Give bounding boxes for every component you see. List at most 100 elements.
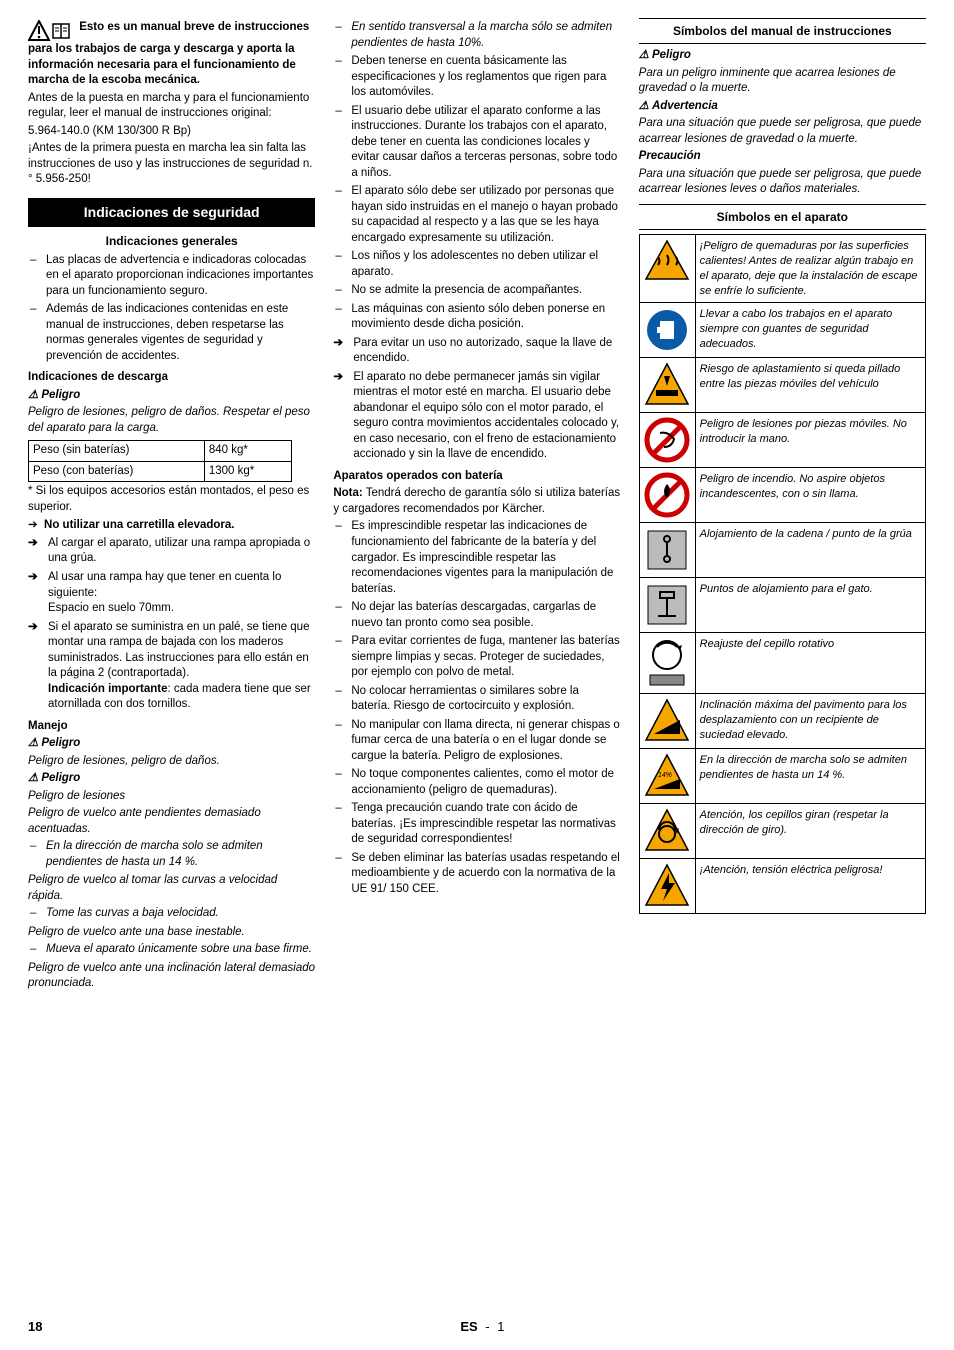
list-item: No se admite la presencia de acompañante… <box>333 283 620 299</box>
manejo-peligro-text: Peligro de lesiones, peligro de daños. <box>28 754 315 770</box>
vuelco-curvas: Peligro de vuelco al tomar las curvas a … <box>28 873 315 904</box>
important-pre: Indicación importante <box>48 683 168 695</box>
device-symbols-heading: Símbolos en el aparato <box>639 204 926 230</box>
table-cell: Peligro de incendio. No aspire objetos i… <box>695 468 925 523</box>
pallet-text: Si el aparato se suministra en un palé, … <box>48 621 309 680</box>
column-1: Esto es un manual breve de instrucciones… <box>28 18 315 994</box>
list-item: Para evitar un uso no autorizado, saque … <box>333 336 620 367</box>
peligro2-txt2: Peligro de vuelco ante pendientes demasi… <box>28 806 315 837</box>
brush-adjust-icon <box>639 633 695 694</box>
list-item: El aparato no debe permanecer jamás sin … <box>333 370 620 463</box>
crane-point-icon <box>639 523 695 578</box>
warning-book-icon <box>28 20 72 42</box>
arrow-list: Al cargar el aparato, utilizar una rampa… <box>28 536 315 713</box>
arrow-bold-line: ➔ No utilizar una carretilla elevadora. <box>28 518 315 534</box>
peligro-label-2: ⚠Peligro <box>28 736 315 752</box>
adv-word: Advertencia <box>652 100 718 112</box>
table-cell: Inclinación máxima del pavimento para lo… <box>695 694 925 749</box>
prec-c3-txt: Para una situación que puede ser peligro… <box>639 167 926 198</box>
table-row: ¡Peligro de quemaduras por las superfici… <box>639 235 925 303</box>
table-cell: ¡Peligro de quemaduras por las superfici… <box>695 235 925 303</box>
intro-block: Esto es un manual breve de instrucciones… <box>28 20 315 188</box>
table-note: * Si los equipos accesorios están montad… <box>28 484 315 515</box>
safety-heading: Indicaciones de seguridad <box>28 198 315 227</box>
table-cell: Riesgo de aplastamiento si queda pillado… <box>695 358 925 413</box>
weight-table: Peso (sin baterías) 840 kg* Peso (con ba… <box>28 440 292 482</box>
general-heading: Indicaciones generales <box>28 233 315 249</box>
list-item: Deben tenerse en cuenta básicamente las … <box>333 54 620 101</box>
peligro-label: ⚠Peligro <box>28 388 315 404</box>
page-columns: Esto es un manual breve de instrucciones… <box>28 18 926 994</box>
list-item: Tome las curvas a baja velocidad. <box>28 906 315 922</box>
table-row: Peso (sin baterías) 840 kg* <box>29 441 292 462</box>
list-item: El usuario debe utilizar el aparato conf… <box>333 104 620 182</box>
peligro-word: Peligro <box>41 389 80 401</box>
table-cell: Atención, los cepillos giran (respetar l… <box>695 804 925 859</box>
table-cell: Alojamiento de la cadena / punto de la g… <box>695 523 925 578</box>
list-item: Al cargar el aparato, utilizar una rampa… <box>28 536 315 567</box>
table-row: Puntos de alojamiento para el gato. <box>639 578 925 633</box>
column-2: En sentido transversal a la marcha sólo … <box>333 18 620 994</box>
table-cell: ¡Atención, tensión eléctrica peligrosa! <box>695 859 925 914</box>
manejo-list-1: En la dirección de marcha solo se admite… <box>28 839 315 870</box>
slope-14-icon: 14% <box>639 749 695 804</box>
table-cell: Reajuste del cepillo rotativo <box>695 633 925 694</box>
battery-heading: Aparatos operados con batería <box>333 469 620 485</box>
table-cell: Peso (con baterías) <box>29 461 205 482</box>
adv-c3-txt: Para una situación que puede ser peligro… <box>639 116 926 147</box>
manejo-list-2: Tome las curvas a baja velocidad. <box>28 906 315 922</box>
list-item: Se deben eliminar las baterías usadas re… <box>333 851 620 898</box>
table-row: Riesgo de aplastamiento si queda pillado… <box>639 358 925 413</box>
table-cell: 840 kg* <box>204 441 291 462</box>
table-cell: Peso (sin baterías) <box>29 441 205 462</box>
table-row: Alojamiento de la cadena / punto de la g… <box>639 523 925 578</box>
manejo-list-3: Mueva el aparato únicamente sobre una ba… <box>28 942 315 958</box>
table-row: Atención, los cepillos giran (respetar l… <box>639 804 925 859</box>
page-right-spacer <box>922 1318 926 1336</box>
svg-text:14%: 14% <box>658 772 672 779</box>
brush-rotation-icon <box>639 804 695 859</box>
table-row: Reajuste del cepillo rotativo <box>639 633 925 694</box>
list-item: El aparato sólo debe ser utilizado por p… <box>333 184 620 246</box>
col2-top-list: En sentido transversal a la marcha sólo … <box>333 20 620 333</box>
page-dash: - <box>485 1319 489 1334</box>
manejo-heading: Manejo <box>28 719 315 735</box>
general-list: Las placas de advertencia e indicadoras … <box>28 253 315 365</box>
list-item: Además de las indicaciones contenidas en… <box>28 302 315 364</box>
page-center: ES - 1 <box>460 1318 504 1336</box>
table-cell: 1300 kg* <box>204 461 291 482</box>
vuelco-base: Peligro de vuelco ante una base inestabl… <box>28 925 315 941</box>
symbols-table: ¡Peligro de quemaduras por las superfici… <box>639 234 926 914</box>
fire-icon <box>639 468 695 523</box>
table-row: Llevar a cabo los trabajos en el aparato… <box>639 303 925 358</box>
prec-c3: Precaución <box>639 149 926 165</box>
vuelco-incl: Peligro de vuelco ante una inclinación l… <box>28 961 315 992</box>
intro-p3: ¡Antes de la primera puesta en marcha le… <box>28 141 315 188</box>
intro-p1: Antes de la puesta en marcha y para el f… <box>28 91 315 122</box>
list-item: No manipular con llama directa, ni gener… <box>333 718 620 765</box>
page-sub: 1 <box>497 1319 504 1334</box>
intro-p2: 5.964-140.0 (KM 130/300 R Bp) <box>28 124 315 140</box>
table-row: Peso (con baterías) 1300 kg* <box>29 461 292 482</box>
nota-line: Nota: Tendrá derecho de garantía sólo si… <box>333 486 620 517</box>
table-cell: Puntos de alojamiento para el gato. <box>695 578 925 633</box>
list-item: Al usar una rampa hay que tener en cuent… <box>28 570 315 617</box>
list-item: Es imprescindible respetar las indicacio… <box>333 519 620 597</box>
table-row: Inclinación máxima del pavimento para lo… <box>639 694 925 749</box>
table-cell: Peligro de lesiones por piezas móviles. … <box>695 413 925 468</box>
list-item: No colocar herramientas o similares sobr… <box>333 684 620 715</box>
page-lang: ES <box>460 1319 477 1334</box>
peligro-text: Peligro de lesiones, peligro de daños. R… <box>28 405 315 436</box>
battery-list: Es imprescindible respetar las indicacio… <box>333 519 620 897</box>
page-footer: 18 ES - 1 <box>28 1318 926 1336</box>
peligro-c3-txt: Para un peligro inminente que acarrea le… <box>639 66 926 97</box>
list-item: Las máquinas con asiento sólo deben pone… <box>333 302 620 333</box>
list-item: No toque componentes calientes, como el … <box>333 767 620 798</box>
descarga-heading: Indicaciones de descarga <box>28 370 315 386</box>
no-forklift: No utilizar una carretilla elevadora. <box>44 519 234 531</box>
list-item: En sentido transversal a la marcha sólo … <box>333 20 620 51</box>
table-cell: En la dirección de marcha solo se admite… <box>695 749 925 804</box>
hot-surface-icon <box>639 235 695 303</box>
table-row: Peligro de incendio. No aspire objetos i… <box>639 468 925 523</box>
list-item: En la dirección de marcha solo se admite… <box>28 839 315 870</box>
